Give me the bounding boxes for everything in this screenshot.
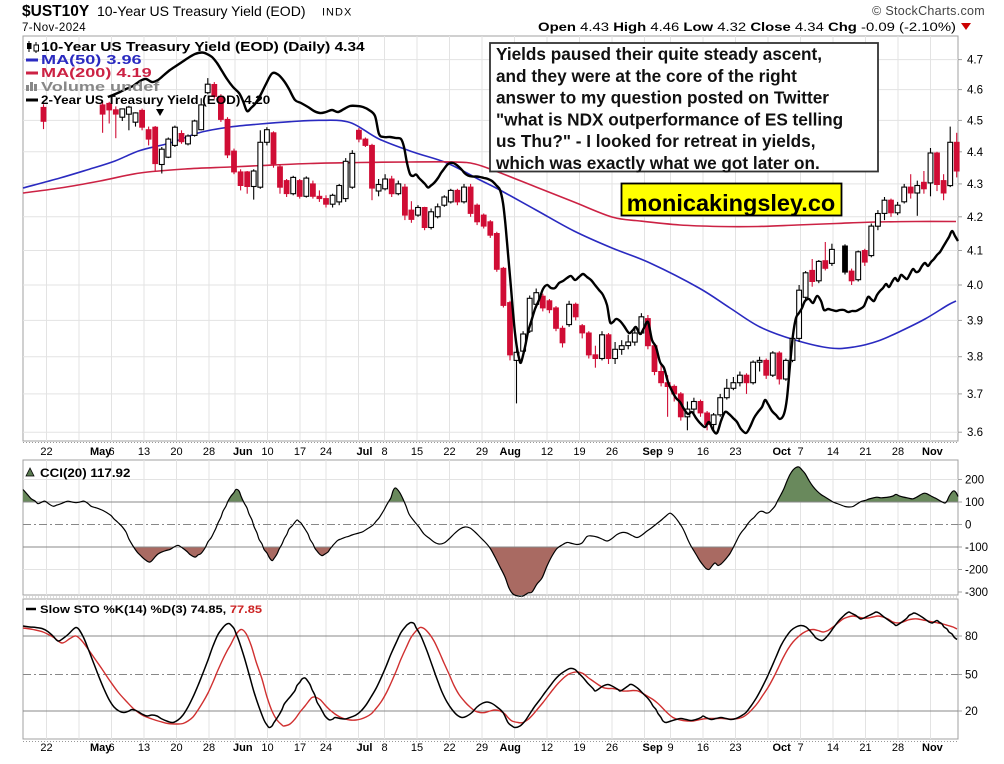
svg-text:4.4: 4.4 [967, 147, 984, 159]
svg-text:MA(50) 3.96: MA(50) 3.96 [41, 54, 142, 68]
svg-text:Jun: Jun [233, 742, 253, 754]
svg-text:Aug: Aug [500, 742, 521, 754]
svg-text:MA(200) 4.19: MA(200) 4.19 [41, 67, 152, 81]
svg-text:Open 4.43 High 4.46 Low 4.32 C: Open 4.43 High 4.46 Low 4.32 Close 4.34 … [538, 20, 956, 33]
svg-text:24: 24 [320, 742, 332, 754]
svg-text:10-Year US Treasury Yield (EOD: 10-Year US Treasury Yield (EOD) [97, 4, 306, 19]
svg-text:Jul: Jul [357, 446, 373, 458]
svg-text:12: 12 [541, 742, 553, 754]
svg-text:28: 28 [203, 446, 215, 458]
svg-text:15: 15 [411, 446, 423, 458]
svg-text:16: 16 [697, 446, 709, 458]
svg-text:monicakingsley.co: monicakingsley.co [627, 190, 836, 216]
svg-text:Sep: Sep [643, 446, 663, 458]
svg-text:-100: -100 [965, 542, 988, 554]
svg-text:13: 13 [138, 742, 150, 754]
svg-text:-200: -200 [965, 565, 988, 577]
svg-text:Volume undef: Volume undef [41, 81, 160, 95]
svg-text:7: 7 [797, 742, 803, 754]
svg-text:10-Year US Treasury Yield (EOD: 10-Year US Treasury Yield (EOD) (Daily) … [41, 40, 365, 55]
svg-text:CCI(20) 117.92: CCI(20) 117.92 [40, 467, 130, 480]
svg-text:4.6: 4.6 [967, 85, 983, 97]
svg-text:Yields paused their quite stea: Yields paused their quite steady ascent, [496, 44, 822, 64]
svg-text:0: 0 [965, 520, 971, 532]
svg-text:$UST10Y: $UST10Y [22, 3, 90, 20]
svg-text:14: 14 [827, 446, 839, 458]
svg-text:answer to my question posted o: answer to my question posted on Twitter [496, 88, 829, 108]
svg-text:23: 23 [729, 446, 741, 458]
svg-text:May: May [90, 446, 112, 458]
svg-text:-300: -300 [965, 587, 988, 599]
svg-text:2-Year US Treasury Yield (EOD): 2-Year US Treasury Yield (EOD) 4.20 [41, 93, 270, 107]
svg-text:4.1: 4.1 [967, 246, 983, 258]
svg-text:4.3: 4.3 [967, 179, 983, 191]
svg-text:4.7: 4.7 [967, 55, 983, 67]
svg-text:May: May [90, 742, 112, 754]
svg-text:100: 100 [965, 497, 984, 509]
svg-text:22: 22 [40, 742, 52, 754]
svg-text:7: 7 [797, 446, 803, 458]
svg-text:19: 19 [573, 742, 585, 754]
svg-text:28: 28 [892, 446, 904, 458]
svg-text:10: 10 [261, 446, 273, 458]
svg-text:13: 13 [138, 446, 150, 458]
svg-text:21: 21 [859, 742, 871, 754]
svg-text:22: 22 [443, 446, 455, 458]
svg-text:26: 26 [606, 742, 618, 754]
svg-text:4.5: 4.5 [967, 115, 983, 127]
svg-text:Oct: Oct [773, 742, 792, 754]
svg-text:22: 22 [40, 446, 52, 458]
svg-text:Nov: Nov [922, 742, 944, 754]
svg-text:and they were at the core of t: and they were at the core of the right [496, 66, 797, 86]
svg-text:8: 8 [381, 446, 387, 458]
svg-text:19: 19 [573, 446, 585, 458]
svg-text:Jul: Jul [357, 742, 373, 754]
svg-text:12: 12 [541, 446, 553, 458]
svg-text:17: 17 [294, 742, 306, 754]
svg-text:21: 21 [859, 446, 871, 458]
svg-text:29: 29 [476, 446, 488, 458]
svg-text:3.7: 3.7 [967, 389, 983, 401]
svg-text:24: 24 [320, 446, 332, 458]
svg-text:3.8: 3.8 [967, 352, 983, 364]
svg-text:Aug: Aug [500, 446, 521, 458]
svg-text:16: 16 [697, 742, 709, 754]
svg-text:4.0: 4.0 [967, 280, 983, 292]
svg-text:© StockCharts.com: © StockCharts.com [872, 4, 985, 18]
svg-text:Nov: Nov [922, 446, 944, 458]
svg-text:22: 22 [443, 742, 455, 754]
svg-text:which was exactly what we got: which was exactly what we got later on. [495, 153, 820, 173]
svg-text:Oct: Oct [773, 446, 792, 458]
svg-text:26: 26 [606, 446, 618, 458]
svg-text:20: 20 [170, 742, 182, 754]
svg-text:Jun: Jun [233, 446, 253, 458]
svg-text:14: 14 [827, 742, 839, 754]
svg-text:28: 28 [892, 742, 904, 754]
svg-text:20: 20 [170, 446, 182, 458]
svg-text:8: 8 [381, 742, 387, 754]
svg-text:3.6: 3.6 [967, 427, 983, 439]
svg-text:7-Nov-2024: 7-Nov-2024 [22, 22, 86, 34]
svg-text:us Thu?" - I looked for retrea: us Thu?" - I looked for retreat in yield… [496, 131, 815, 151]
svg-text:INDX: INDX [322, 7, 352, 19]
svg-text:200: 200 [965, 475, 984, 487]
svg-text:3.9: 3.9 [967, 315, 983, 327]
svg-text:50: 50 [965, 670, 978, 682]
svg-text:80: 80 [965, 631, 978, 643]
svg-text:29: 29 [476, 742, 488, 754]
svg-text:4.2: 4.2 [967, 212, 983, 224]
svg-text:9: 9 [667, 446, 673, 458]
svg-text:10: 10 [261, 742, 273, 754]
svg-text:6: 6 [108, 742, 114, 754]
svg-text:17: 17 [294, 446, 306, 458]
svg-text:Sep: Sep [643, 742, 663, 754]
svg-text:20: 20 [965, 706, 978, 718]
svg-text:Slow STO %K(14) %D(3) 74.85, 7: Slow STO %K(14) %D(3) 74.85, 77.85 [40, 603, 262, 616]
svg-text:23: 23 [729, 742, 741, 754]
svg-text:15: 15 [411, 742, 423, 754]
svg-text:"what is NDX outperformance of: "what is NDX outperformance of ES tellin… [496, 109, 843, 129]
svg-text:9: 9 [667, 742, 673, 754]
svg-text:28: 28 [203, 742, 215, 754]
svg-text:6: 6 [108, 446, 114, 458]
